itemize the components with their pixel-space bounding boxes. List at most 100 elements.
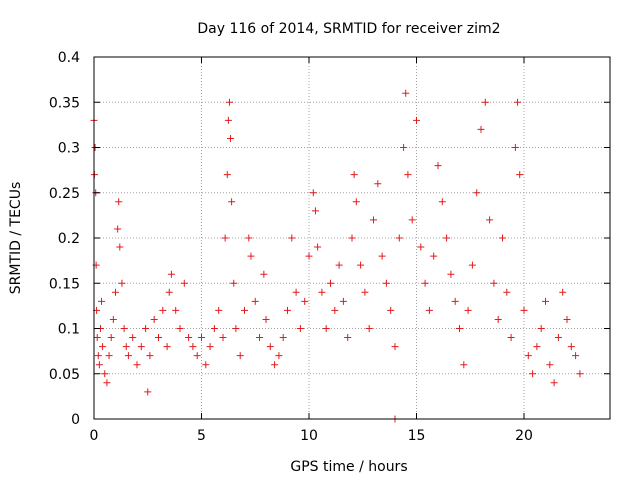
data-point-marker [546, 361, 554, 369]
data-point-marker [311, 207, 319, 215]
y-tick-label: 0.1 [58, 322, 80, 338]
data-point-marker [112, 288, 119, 296]
data-point-marker [567, 343, 575, 351]
x-axis-title: GPS time / hours [290, 459, 407, 475]
data-point-marker [172, 306, 180, 314]
data-point-marker [387, 306, 395, 314]
data-point-marker [155, 334, 162, 342]
data-point-marker [98, 297, 106, 305]
data-point-marker [344, 334, 352, 342]
data-point-marker [206, 343, 214, 351]
y-tick-label: 0.25 [49, 186, 80, 202]
x-tick-label: 15 [408, 428, 426, 444]
data-point-marker [542, 297, 549, 305]
data-point-marker [284, 306, 291, 314]
data-point-marker [165, 288, 173, 296]
data-point-marker [563, 315, 571, 323]
data-point-marker [447, 270, 455, 278]
data-point-marker [473, 189, 481, 197]
data-point-marker [421, 279, 429, 287]
data-point-marker [262, 315, 270, 323]
data-point-marker [118, 279, 126, 287]
data-point-marker [503, 288, 511, 296]
data-point-marker [219, 334, 227, 342]
data-point-marker [94, 352, 102, 360]
data-point-marker [101, 370, 109, 378]
data-point-marker [481, 98, 489, 106]
data-point-marker [554, 334, 562, 342]
data-point-marker [511, 144, 519, 151]
data-point-marker [357, 261, 365, 269]
y-tick-label: 0.05 [49, 367, 80, 383]
data-point-marker [260, 270, 268, 278]
data-point-marker [378, 252, 386, 260]
data-point-marker [537, 325, 545, 332]
data-point-marker [382, 279, 390, 287]
data-point-marker [107, 334, 115, 342]
data-point-marker [198, 334, 205, 342]
chart-title: Day 116 of 2014, SRMTID for receiver zim… [197, 21, 500, 37]
data-point-marker [499, 234, 506, 242]
data-point-marker [93, 334, 101, 342]
data-point-marker [114, 225, 122, 233]
data-point-marker [193, 352, 201, 360]
x-tick-label: 20 [515, 428, 533, 444]
data-point-marker [425, 306, 433, 314]
data-point-marker [144, 388, 152, 396]
data-point-marker [395, 234, 403, 242]
y-tick-label: 0.3 [58, 141, 80, 157]
data-point-marker [550, 379, 558, 387]
data-point-marker [301, 297, 309, 305]
data-point-marker [361, 288, 369, 296]
y-tick-label: 0.4 [58, 50, 80, 66]
data-point-marker [327, 279, 334, 287]
data-point-marker [227, 134, 235, 142]
data-point-marker [404, 171, 412, 179]
data-point-marker [202, 361, 210, 369]
data-point-marker [189, 343, 197, 351]
data-point-marker [370, 216, 377, 224]
data-point-marker [339, 297, 347, 305]
data-point-marker [335, 261, 343, 269]
data-point-marker [413, 116, 420, 124]
data-point-marker [271, 361, 279, 369]
data-point-marker [116, 243, 124, 251]
data-point-marker [464, 306, 472, 314]
data-point-marker [529, 370, 537, 378]
data-point-marker [95, 361, 103, 369]
y-axis-title: SRMTID / TECUs [8, 182, 24, 295]
data-points [90, 89, 584, 423]
y-tick-label: 0.2 [58, 231, 80, 247]
data-point-marker [223, 171, 231, 179]
data-point-marker [331, 306, 339, 314]
data-point-marker [180, 279, 188, 287]
data-point-marker [142, 325, 150, 332]
x-tick-label: 0 [90, 428, 99, 444]
data-point-marker [251, 297, 259, 305]
data-point-marker [468, 261, 476, 269]
data-point-marker [109, 315, 117, 323]
y-tick-label: 0.15 [49, 276, 80, 292]
data-point-marker [322, 325, 330, 332]
data-point-marker [318, 288, 326, 296]
data-point-marker [533, 343, 541, 351]
data-point-marker [572, 352, 580, 360]
data-point-marker [247, 252, 255, 260]
data-point-marker [456, 325, 463, 332]
data-point-marker [559, 288, 567, 296]
data-point-marker [434, 162, 442, 170]
data-point-marker [215, 306, 223, 314]
data-point-marker [105, 352, 113, 360]
axis-ticks [93, 56, 610, 420]
data-point-marker [365, 325, 373, 332]
data-point-marker [520, 306, 528, 314]
data-point-marker [391, 343, 399, 351]
data-point-marker [288, 234, 296, 242]
data-point-marker [120, 325, 128, 332]
y-tick-label: 0 [71, 412, 80, 428]
data-point-marker [228, 198, 236, 206]
data-point-marker [221, 234, 229, 242]
grid-lines [94, 57, 610, 419]
